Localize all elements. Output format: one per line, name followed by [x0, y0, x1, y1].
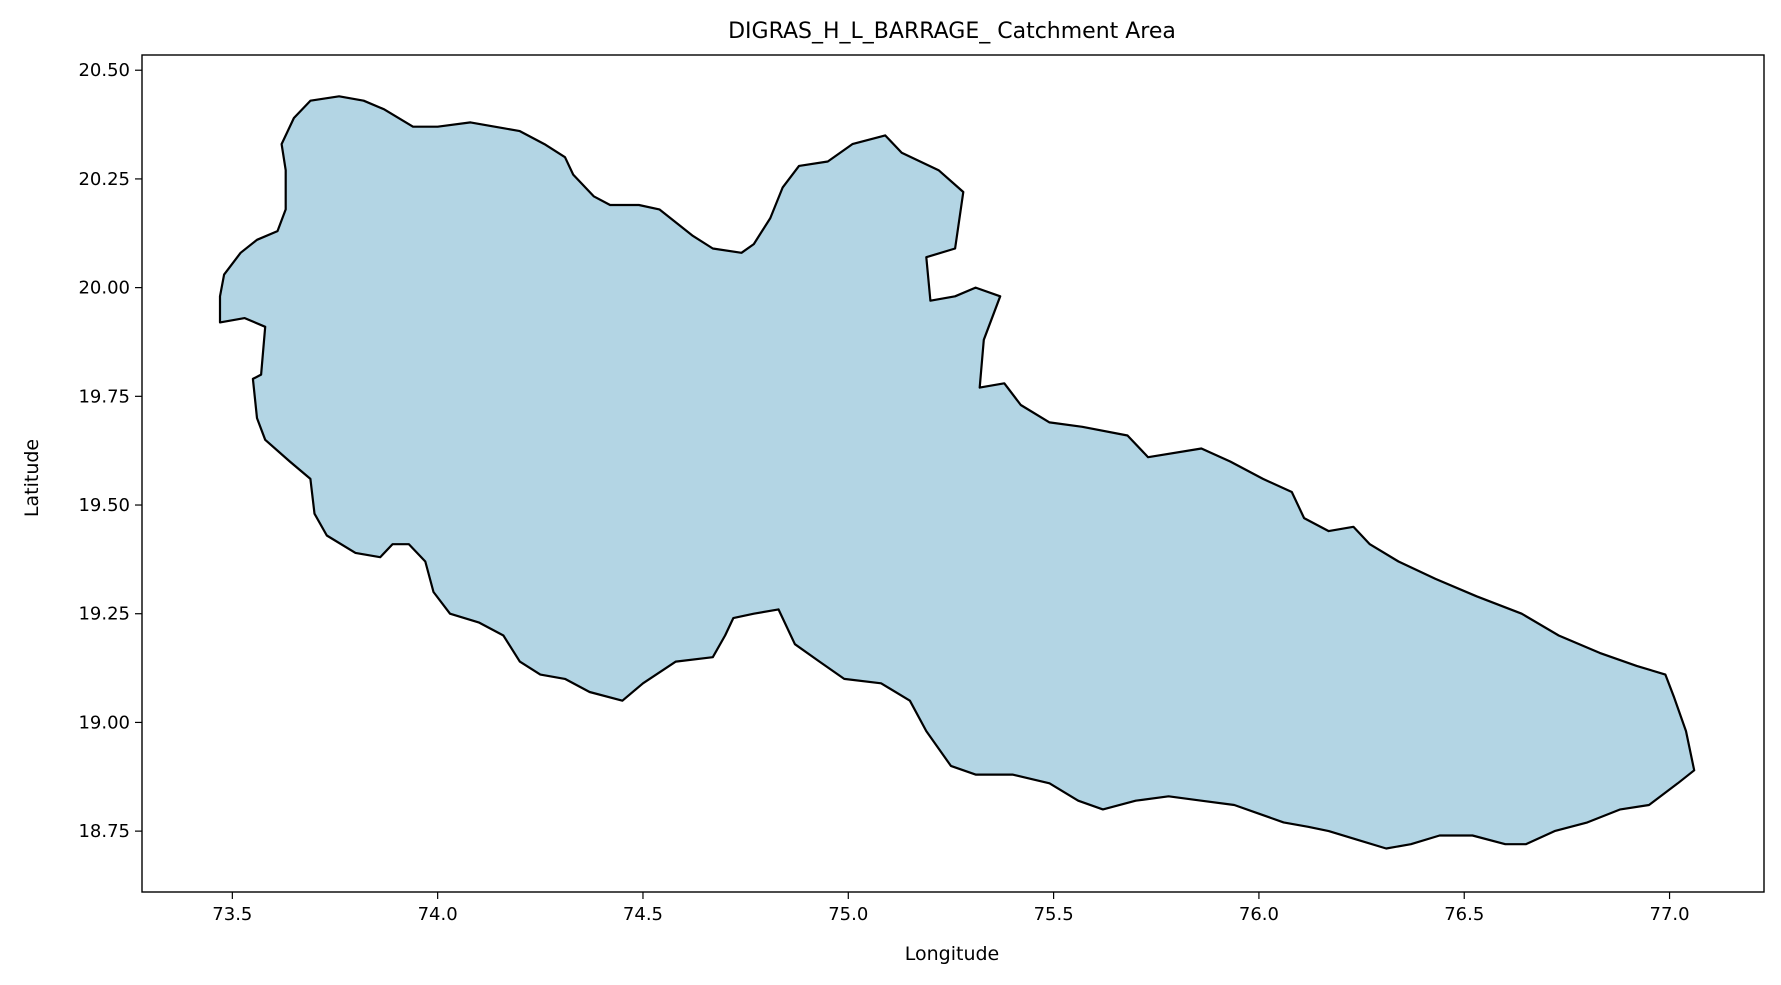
y-tick-label: 19.25 — [78, 604, 130, 625]
x-tick-label: 76.0 — [1239, 904, 1279, 925]
y-tick-label: 20.25 — [78, 169, 130, 190]
y-tick-label: 20.50 — [78, 60, 130, 81]
y-tick-label: 19.50 — [78, 495, 130, 516]
chart-title: DIGRAS_H_L_BARRAGE_ Catchment Area — [728, 19, 1176, 44]
y-tick-label: 19.75 — [78, 386, 130, 407]
x-tick-label: 77.0 — [1650, 904, 1690, 925]
y-tick-label: 18.75 — [78, 821, 130, 842]
x-tick-label: 74.0 — [418, 904, 458, 925]
x-tick-label: 75.5 — [1034, 904, 1074, 925]
x-tick-label: 76.5 — [1444, 904, 1484, 925]
plot-frame — [141, 54, 1765, 893]
x-axis-label: Longitude — [905, 943, 1000, 965]
x-tick-label: 73.5 — [212, 904, 252, 925]
y-tick-label: 19.00 — [78, 712, 130, 733]
x-tick-label: 74.5 — [623, 904, 663, 925]
plot-area: 73.5 74.0 74.5 75.0 75.5 76.0 76.5 77.0 20.50 20.… — [78, 54, 1765, 925]
catchment-polygon — [218, 95, 1696, 850]
x-tick-label: 75.0 — [828, 904, 868, 925]
y-tick-label: 20.00 — [78, 278, 130, 299]
y-axis-label: Latitude — [21, 439, 43, 517]
